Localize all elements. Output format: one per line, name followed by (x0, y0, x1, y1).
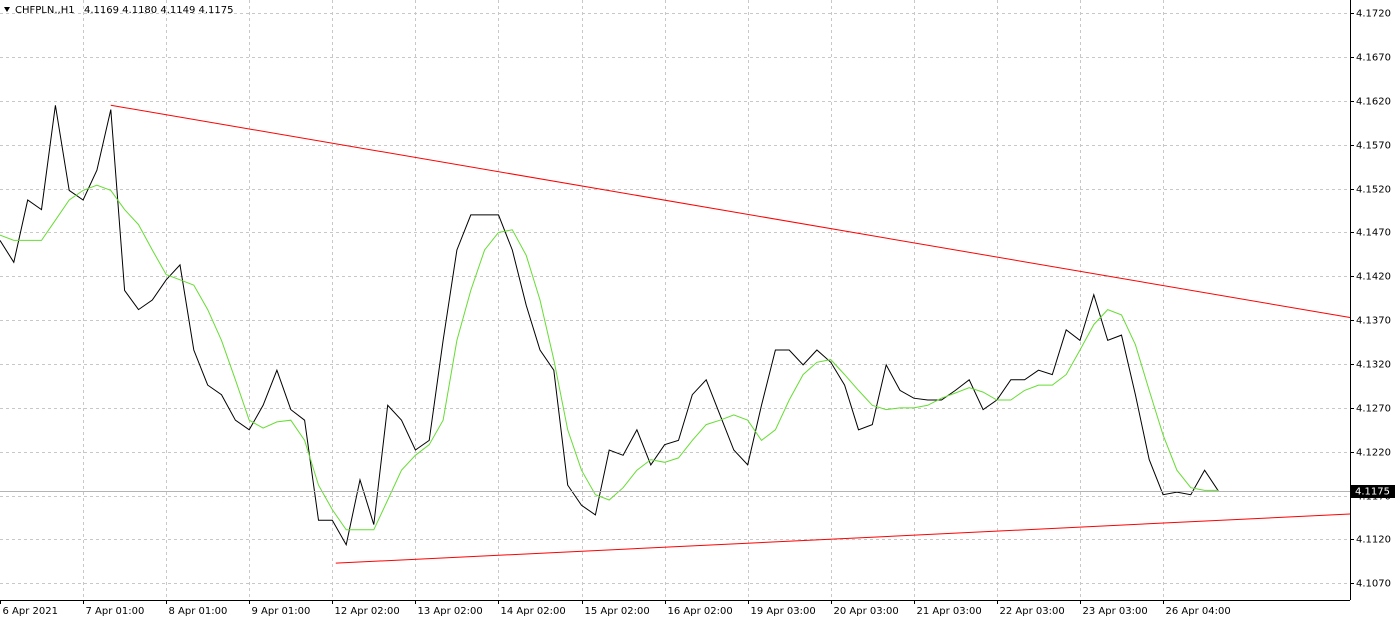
price-line (0, 105, 1219, 547)
last-price-label: 4.1175 (1355, 487, 1390, 498)
y-tick-label: 4.1620 (1356, 97, 1391, 108)
last-price-box (1351, 485, 1395, 498)
y-tick-label: 4.1720 (1356, 9, 1391, 20)
x-tick-label: 7 Apr 01:00 (86, 606, 145, 617)
y-tick-label: 4.1420 (1356, 272, 1391, 283)
x-tick-label: 13 Apr 02:00 (418, 606, 483, 617)
x-tick-label: 12 Apr 02:00 (335, 606, 400, 617)
x-tick-label: 20 Apr 03:00 (834, 606, 899, 617)
y-tick-label: 4.1270 (1356, 404, 1391, 415)
x-tick-label: 22 Apr 03:00 (1000, 606, 1065, 617)
ohlc-text: 4.1169 4.1180 4.1149 4.1175 (84, 5, 234, 16)
x-tick-label: 19 Apr 03:00 (751, 606, 816, 617)
y-tick-label: 4.1570 (1356, 141, 1391, 152)
y-tick-label: 4.1670 (1356, 53, 1391, 64)
y-tick-label: 4.1370 (1356, 316, 1391, 327)
menu-triangle[interactable] (4, 7, 10, 12)
x-tick-label: 8 Apr 01:00 (169, 606, 228, 617)
y-tick-label: 4.1120 (1356, 535, 1391, 546)
y-tick-label: 4.1320 (1356, 360, 1391, 371)
price-line (0, 184, 1219, 531)
y-tick-label: 4.1220 (1356, 448, 1391, 459)
x-tick-label: 16 Apr 02:00 (668, 606, 733, 617)
x-tick-label: 15 Apr 02:00 (585, 606, 650, 617)
trend-line (335, 513, 1351, 564)
trend-line (110, 104, 1351, 319)
x-tick-label: 14 Apr 02:00 (501, 606, 566, 617)
y-tick-label: 4.1070 (1356, 579, 1391, 590)
x-tick-label: 6 Apr 2021 (3, 606, 58, 617)
x-tick-label: 23 Apr 03:00 (1083, 606, 1148, 617)
x-tick-label: 9 Apr 01:00 (252, 606, 311, 617)
symbol-title: CHFPLN.,H1 (15, 5, 75, 16)
x-tick-label: 21 Apr 03:00 (917, 606, 982, 617)
x-tick-label: 26 Apr 04:00 (1166, 606, 1231, 617)
y-tick-label: 4.1470 (1356, 228, 1391, 239)
y-tick-label: 4.1520 (1356, 185, 1391, 196)
